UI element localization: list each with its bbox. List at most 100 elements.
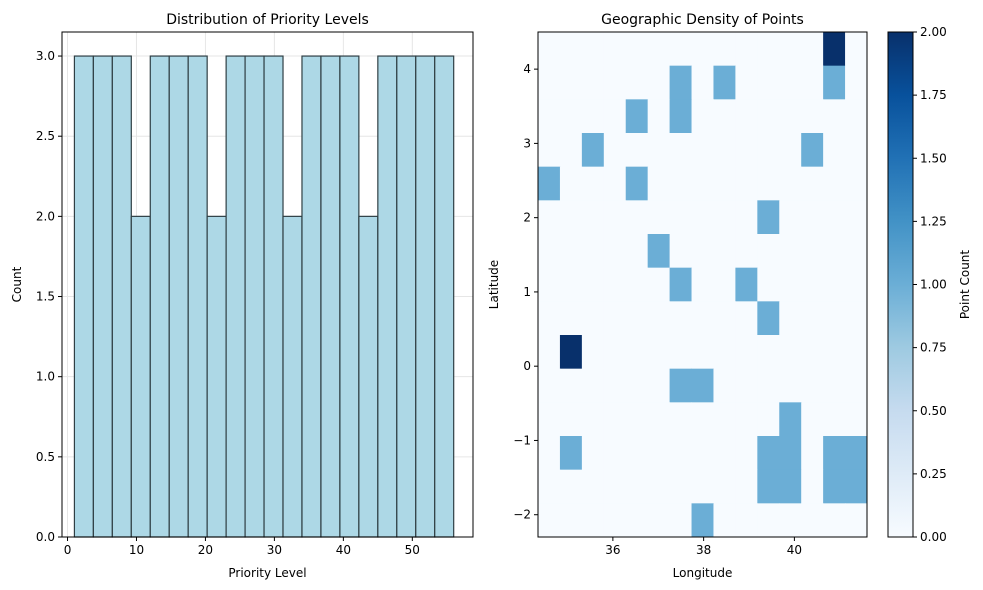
colorbar-ticks: 0.00 0.25 0.50 0.75 1.00 1.25 1.50 1.75 2.00 xyxy=(913,25,947,544)
heatmap-cell xyxy=(581,436,605,471)
colorbar-tick-label: 0.75 xyxy=(920,341,947,355)
heatmap-cell xyxy=(559,99,583,134)
heatmap-y-tick-label: 3 xyxy=(523,136,531,150)
heatmap-cell xyxy=(647,200,671,235)
heatmap-cell xyxy=(713,301,736,336)
heatmap-cell xyxy=(845,301,868,336)
histogram-panel: 0 10 20 30 40 50 0.0 0.5 1.0 1.5 2.0 2.5 3.0 Distri… xyxy=(10,12,474,580)
heatmap-cell xyxy=(845,166,868,201)
heatmap-cell xyxy=(691,200,714,235)
histogram-title: Distribution of Priority Levels xyxy=(166,12,369,28)
heatmap-cell xyxy=(801,301,824,336)
heatmap-cell xyxy=(581,469,605,504)
heatmap-cell xyxy=(647,469,671,504)
heatmap-cell xyxy=(691,436,714,471)
histogram-y-tick-label: 1.5 xyxy=(36,290,55,304)
heatmap-cell xyxy=(823,234,846,269)
heatmap-cell xyxy=(625,503,649,538)
heatmap-cell xyxy=(757,402,780,437)
histogram-bar xyxy=(434,55,455,538)
heatmap-cell xyxy=(735,402,758,437)
heatmap-cell xyxy=(801,335,824,370)
heatmap-cell xyxy=(735,234,758,269)
heatmap-cell xyxy=(779,200,802,235)
heatmap-cell xyxy=(625,200,649,235)
heatmap-cell xyxy=(779,234,802,269)
heatmap-cell xyxy=(647,65,671,100)
heatmap-cell xyxy=(801,65,824,100)
heatmap-cell xyxy=(603,166,627,201)
heatmap-cell xyxy=(559,133,583,168)
heatmap-x-axis-label: Longitude xyxy=(673,566,733,580)
heatmap-cell xyxy=(823,469,846,504)
heatmap-cell xyxy=(757,368,780,403)
histogram-bar xyxy=(415,55,436,538)
histogram-bar xyxy=(282,215,303,538)
histogram-bar xyxy=(358,215,379,538)
colorbar-tick-label: 0.50 xyxy=(920,404,947,418)
heatmap-panel: 36 38 40 −2 −1 0 1 2 3 4 Geographic Density of P… xyxy=(487,12,868,580)
heatmap-cell xyxy=(581,99,605,134)
heatmap-cell xyxy=(757,267,780,302)
heatmap-cell xyxy=(669,99,693,134)
colorbar-tick-label: 1.50 xyxy=(920,151,947,165)
heatmap-cell xyxy=(691,65,714,100)
heatmap-cell xyxy=(779,436,802,471)
heatmap-cell xyxy=(845,99,868,134)
heatmap-cell xyxy=(845,368,868,403)
heatmap-cell xyxy=(581,32,605,67)
heatmap-cell xyxy=(625,32,649,67)
heatmap-cell xyxy=(625,267,649,302)
heatmap-cell xyxy=(735,133,758,168)
heatmap-cell xyxy=(603,65,627,100)
heatmap-cell xyxy=(845,402,868,437)
heatmap-cell xyxy=(713,402,736,437)
heatmap-cell xyxy=(603,436,627,471)
heatmap-cell xyxy=(845,200,868,235)
histogram-bar xyxy=(244,55,265,538)
heatmap-cell xyxy=(779,65,802,100)
heatmap-cell xyxy=(823,65,846,100)
heatmap-cell xyxy=(801,166,824,201)
histogram-bar xyxy=(130,215,151,538)
histogram-x-tick-label: 20 xyxy=(198,543,213,557)
heatmap-cell xyxy=(779,267,802,302)
heatmap-x-tick-label: 38 xyxy=(696,543,711,557)
heatmap-cell xyxy=(779,402,802,437)
heatmap-cell xyxy=(779,368,802,403)
heatmap-cell xyxy=(845,267,868,302)
heatmap-cell xyxy=(538,32,561,67)
heatmap-cell xyxy=(538,200,561,235)
heatmap-cell xyxy=(779,503,802,538)
heatmap-cell xyxy=(801,267,824,302)
colorbar-tick-label: 0.00 xyxy=(920,530,947,544)
heatmap-cell xyxy=(823,436,846,471)
heatmap-cell xyxy=(757,335,780,370)
heatmap-cell xyxy=(713,234,736,269)
heatmap-cell xyxy=(713,469,736,504)
heatmap-cell xyxy=(625,402,649,437)
heatmap-cell xyxy=(625,301,649,336)
heatmap-cell xyxy=(713,166,736,201)
heatmap-cell xyxy=(559,267,583,302)
heatmap-cell xyxy=(713,200,736,235)
histogram-bar xyxy=(320,55,341,538)
heatmap-cell xyxy=(625,469,649,504)
heatmap-cell xyxy=(538,301,561,336)
heatmap-cell xyxy=(647,335,671,370)
heatmap-cell xyxy=(779,99,802,134)
heatmap-cell xyxy=(625,368,649,403)
colorbar-gradient xyxy=(887,31,914,538)
heatmap-cell xyxy=(581,234,605,269)
histogram-x-tick-label: 40 xyxy=(336,543,351,557)
heatmap-cell xyxy=(559,234,583,269)
heatmap-cell xyxy=(801,234,824,269)
histogram-y-tick-label: 0.5 xyxy=(36,450,55,464)
heatmap-y-tick-label: −1 xyxy=(513,433,531,447)
heatmap-cell xyxy=(625,133,649,168)
heatmap-y-tick-label: 2 xyxy=(523,211,531,225)
heatmap-cell xyxy=(713,99,736,134)
heatmap-cell xyxy=(559,32,583,67)
heatmap-cell xyxy=(581,335,605,370)
histogram-bar xyxy=(263,55,284,538)
